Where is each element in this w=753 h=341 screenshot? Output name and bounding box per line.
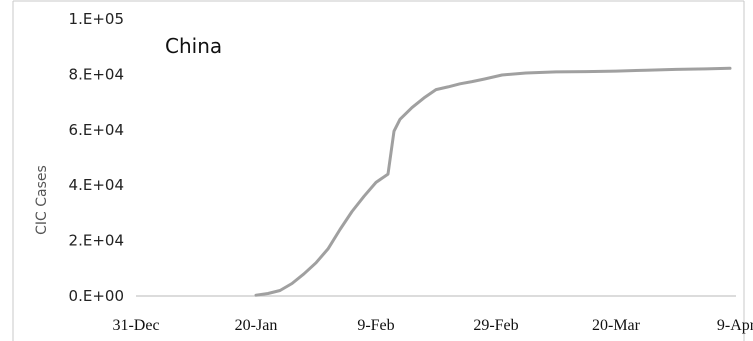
x-tick-label: 29-Feb	[473, 317, 518, 334]
y-tick-label: 8.E+04	[69, 65, 124, 83]
y-tick-label: 2.E+04	[69, 232, 124, 250]
x-tick-label: 20-Jan	[235, 317, 278, 334]
y-tick-label: 4.E+04	[69, 176, 124, 194]
y-tick-label: 0.E+00	[69, 287, 124, 305]
x-tick-label: 9-Apr	[717, 317, 753, 334]
y-tick-label: 1.E+05	[69, 10, 124, 28]
y-axis-label: CIC Cases	[34, 165, 50, 235]
series-line	[254, 66, 732, 297]
country-annotation: China	[165, 34, 222, 58]
x-tick-label: 9-Feb	[357, 317, 394, 334]
x-tick-label: 20-Mar	[592, 317, 641, 334]
y-tick-label: 6.E+04	[69, 121, 124, 139]
x-tick-label: 31-Dec	[112, 317, 159, 334]
